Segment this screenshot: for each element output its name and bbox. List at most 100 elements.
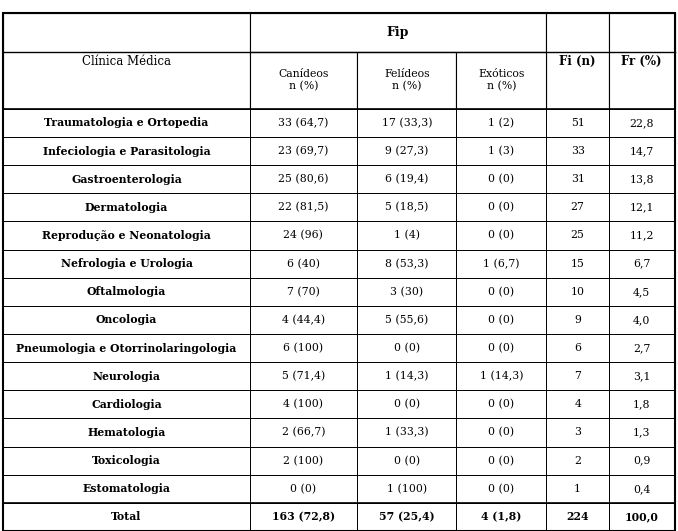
Text: 25 (80,6): 25 (80,6) xyxy=(278,174,329,184)
Text: 6: 6 xyxy=(574,343,581,353)
Bar xyxy=(250,109,357,137)
Text: 22 (81,5): 22 (81,5) xyxy=(278,202,329,212)
Bar xyxy=(357,278,456,306)
Text: 27: 27 xyxy=(571,202,584,212)
Bar xyxy=(546,137,609,165)
Bar xyxy=(456,390,546,418)
Text: 5 (55,6): 5 (55,6) xyxy=(385,315,428,325)
Text: 0 (0): 0 (0) xyxy=(394,456,420,466)
Text: Exóticos
n (%): Exóticos n (%) xyxy=(478,69,525,91)
Text: 1: 1 xyxy=(574,484,581,494)
Bar xyxy=(609,13,675,109)
Text: 163 (72,8): 163 (72,8) xyxy=(272,511,335,523)
Text: 1 (4): 1 (4) xyxy=(394,230,420,241)
Bar xyxy=(546,362,609,390)
Text: Infeciologia e Parasitologia: Infeciologia e Parasitologia xyxy=(43,145,210,157)
Bar xyxy=(546,418,609,447)
Bar xyxy=(609,221,675,250)
Text: 1 (14,3): 1 (14,3) xyxy=(479,371,523,381)
Text: 17 (33,3): 17 (33,3) xyxy=(382,118,432,128)
Bar xyxy=(609,109,675,137)
Bar xyxy=(546,165,609,193)
Text: 0 (0): 0 (0) xyxy=(488,427,515,438)
Text: 0 (0): 0 (0) xyxy=(394,343,420,353)
Bar xyxy=(546,390,609,418)
Text: 1,8: 1,8 xyxy=(633,399,650,409)
Bar xyxy=(456,165,546,193)
Bar xyxy=(456,503,546,531)
Text: 0 (0): 0 (0) xyxy=(488,174,515,184)
Bar xyxy=(250,390,357,418)
Bar xyxy=(357,52,456,109)
Bar xyxy=(250,447,357,475)
Text: 23 (69,7): 23 (69,7) xyxy=(278,146,329,156)
Text: 0,4: 0,4 xyxy=(633,484,650,494)
Text: Gastroenterologia: Gastroenterologia xyxy=(71,174,182,185)
Text: 33 (64,7): 33 (64,7) xyxy=(278,118,329,128)
Text: 7 (70): 7 (70) xyxy=(287,287,320,297)
Bar xyxy=(456,475,546,503)
Text: 0 (0): 0 (0) xyxy=(488,287,515,297)
Text: 2,7: 2,7 xyxy=(633,343,650,353)
Bar xyxy=(250,165,357,193)
Bar xyxy=(609,447,675,475)
Text: 0 (0): 0 (0) xyxy=(488,202,515,212)
Text: 13,8: 13,8 xyxy=(629,174,654,184)
Bar xyxy=(456,221,546,250)
Bar xyxy=(546,109,609,137)
Text: Clínica Médica: Clínica Médica xyxy=(82,55,171,67)
Bar xyxy=(609,137,675,165)
Bar xyxy=(546,475,609,503)
Text: 224: 224 xyxy=(566,511,589,523)
Bar xyxy=(357,362,456,390)
Bar xyxy=(456,137,546,165)
Bar xyxy=(546,447,609,475)
Bar xyxy=(3,390,250,418)
Bar xyxy=(357,334,456,362)
Text: Nefrologia e Urologia: Nefrologia e Urologia xyxy=(60,258,193,269)
Bar xyxy=(456,250,546,278)
Bar xyxy=(3,306,250,334)
Bar xyxy=(546,250,609,278)
Bar xyxy=(3,278,250,306)
Bar xyxy=(3,13,250,109)
Bar xyxy=(609,475,675,503)
Bar xyxy=(250,475,357,503)
Bar xyxy=(3,334,250,362)
Bar xyxy=(357,306,456,334)
Bar xyxy=(357,109,456,137)
Text: 4,5: 4,5 xyxy=(633,287,650,297)
Text: 8 (53,3): 8 (53,3) xyxy=(385,259,428,269)
Bar xyxy=(250,52,357,109)
Bar xyxy=(250,193,357,221)
Bar xyxy=(456,278,546,306)
Text: 100,0: 100,0 xyxy=(625,511,658,523)
Text: 1 (33,3): 1 (33,3) xyxy=(385,427,428,438)
Text: 1 (3): 1 (3) xyxy=(488,146,515,156)
Bar xyxy=(609,306,675,334)
Bar xyxy=(250,137,357,165)
Text: 0 (0): 0 (0) xyxy=(488,484,515,494)
Text: 11,2: 11,2 xyxy=(629,230,654,241)
Text: 2: 2 xyxy=(574,456,581,466)
Text: 4 (44,4): 4 (44,4) xyxy=(282,315,325,325)
Bar xyxy=(250,418,357,447)
Bar xyxy=(456,418,546,447)
Text: 33: 33 xyxy=(571,146,584,156)
Text: 24 (96): 24 (96) xyxy=(283,230,323,241)
Bar xyxy=(250,503,357,531)
Text: 57 (25,4): 57 (25,4) xyxy=(379,511,435,523)
Text: Felídeos
n (%): Felídeos n (%) xyxy=(384,69,430,91)
Bar xyxy=(609,362,675,390)
Text: Cardiologia: Cardiologia xyxy=(91,399,162,410)
Text: 51: 51 xyxy=(571,118,584,128)
Text: 1,3: 1,3 xyxy=(633,427,650,438)
Bar xyxy=(357,250,456,278)
Bar xyxy=(357,137,456,165)
Bar xyxy=(3,503,250,531)
Bar xyxy=(250,221,357,250)
Text: Pneumologia e Otorrinolaringologia: Pneumologia e Otorrinolaringologia xyxy=(16,342,237,354)
Text: 0 (0): 0 (0) xyxy=(488,399,515,409)
Bar xyxy=(250,362,357,390)
Bar xyxy=(456,109,546,137)
